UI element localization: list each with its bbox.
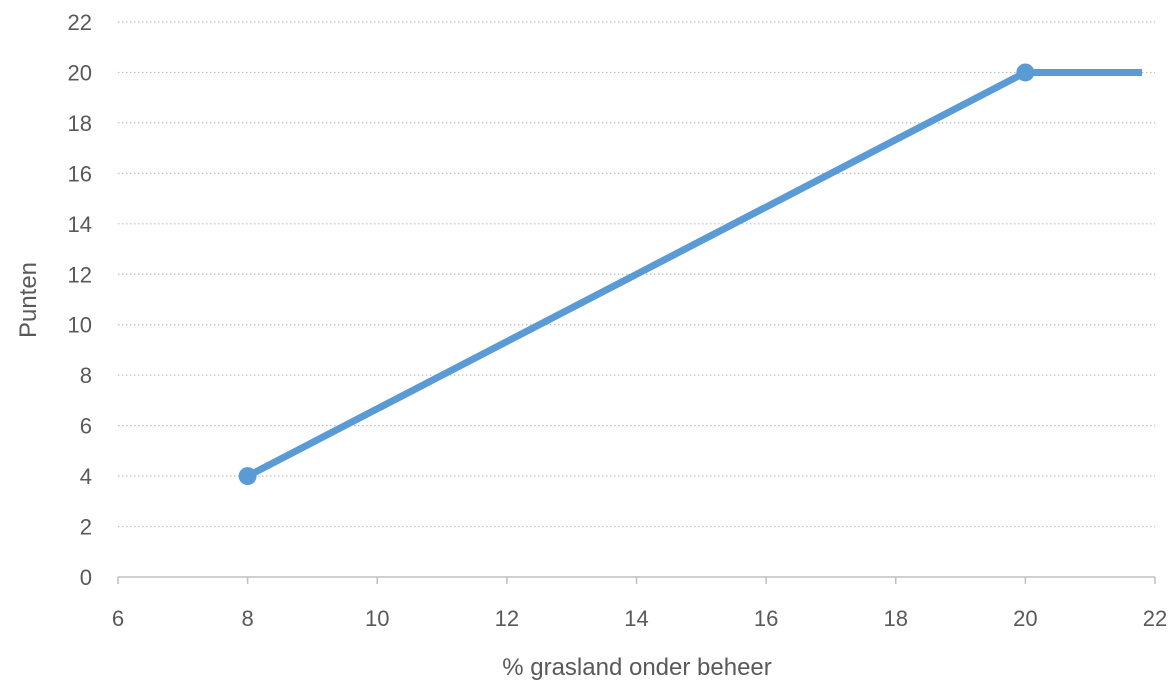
x-tick-label: 18 xyxy=(884,606,908,631)
x-tick-label: 6 xyxy=(112,606,124,631)
y-tick-label: 22 xyxy=(68,10,92,35)
data-point xyxy=(1016,63,1035,82)
x-tick-label: 14 xyxy=(624,606,648,631)
x-axis-title: % grasland onder beheer xyxy=(502,654,772,681)
x-axis xyxy=(117,576,1156,584)
y-tick-label: 14 xyxy=(68,212,92,237)
x-tick-label: 20 xyxy=(1013,606,1037,631)
x-tick-label: 12 xyxy=(495,606,519,631)
y-tick-label: 4 xyxy=(80,464,92,489)
y-tick-label: 18 xyxy=(68,111,92,136)
y-tick-label: 6 xyxy=(80,414,92,439)
y-tick-label: 12 xyxy=(68,262,92,287)
y-tick-label: 10 xyxy=(68,313,92,338)
y-tick-labels: 0 2 4 6 8 10 12 14 16 18 20 22 xyxy=(68,10,92,590)
y-tick-label: 20 xyxy=(68,60,92,85)
series-layer xyxy=(238,63,1143,486)
y-tick-label: 2 xyxy=(80,515,92,540)
y-tick-label: 16 xyxy=(68,161,92,186)
grid-lines xyxy=(118,21,1155,528)
y-tick-label: 8 xyxy=(80,363,92,388)
x-tick-label: 22 xyxy=(1143,606,1167,631)
x-tick-labels: 6 8 10 12 14 16 18 20 22 xyxy=(112,606,1167,631)
y-tick-label: 0 xyxy=(80,565,92,590)
y-axis-title: Punten xyxy=(15,262,42,338)
x-tick-label: 8 xyxy=(242,606,254,631)
x-tick-label: 10 xyxy=(365,606,389,631)
x-tick-label: 16 xyxy=(754,606,778,631)
data-point xyxy=(238,467,257,486)
